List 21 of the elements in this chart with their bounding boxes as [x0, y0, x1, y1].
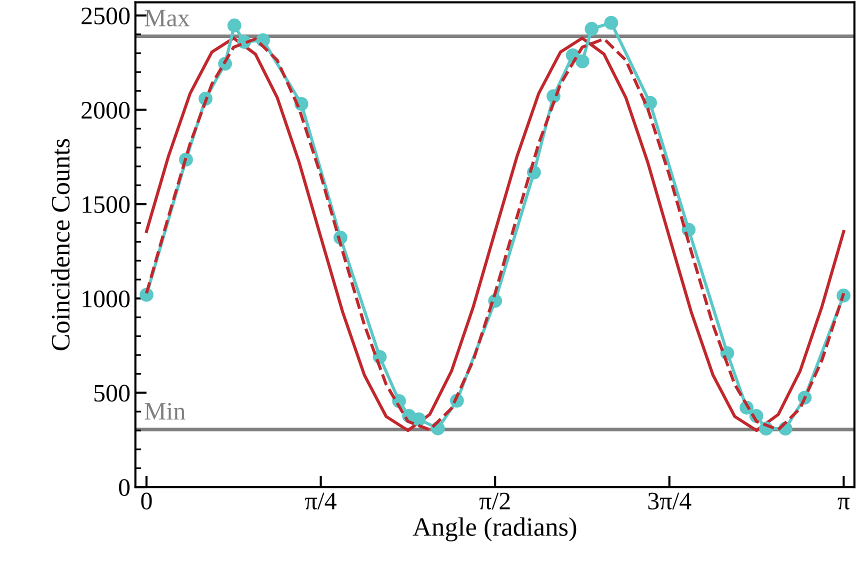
y-tick-label: 1500	[82, 196, 130, 214]
y-tick-label: 0	[119, 479, 130, 496]
y-tick-label: 2500	[82, 8, 130, 24]
y-tick-label: 2000	[82, 102, 130, 119]
point	[584, 22, 599, 36]
x-tick-label: π	[838, 498, 850, 510]
point	[412, 412, 426, 426]
point	[227, 18, 242, 32]
y-axis-title: Coincidence Counts	[51, 138, 70, 350]
x-tick-label: 3π/4	[648, 492, 692, 510]
y-tick-label: 500	[94, 384, 130, 402]
point	[604, 16, 618, 30]
x-tick-label: π/4	[305, 492, 336, 510]
ref-line-label: Min	[144, 402, 186, 420]
x-tick-label: π/2	[479, 492, 510, 510]
point	[643, 96, 657, 110]
point	[575, 54, 590, 68]
x-tick-label: 0	[141, 492, 152, 510]
y-tick-label: 1000	[82, 290, 130, 308]
x-axis-title: Angle (radians)	[412, 517, 576, 542]
ref-line-label: Max	[144, 10, 190, 26]
